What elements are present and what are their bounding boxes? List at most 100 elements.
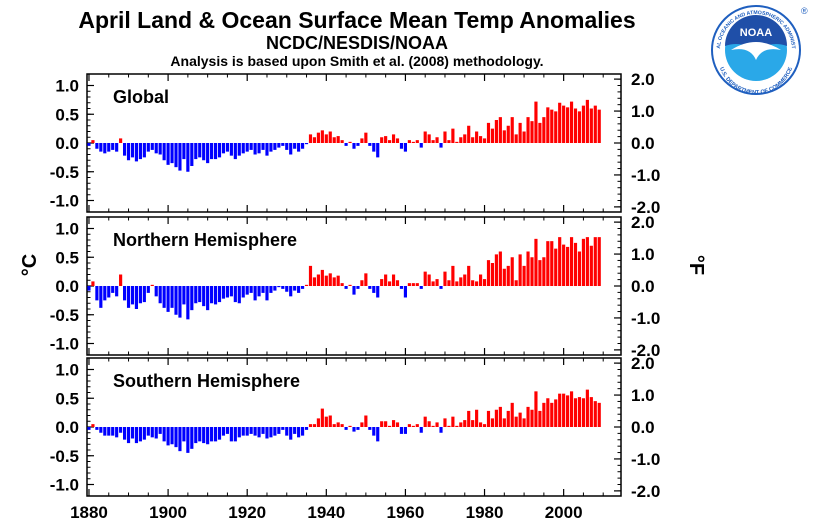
bar-2002 [569,237,574,287]
x-tick-label: 1900 [149,503,187,522]
bar-1971 [447,425,451,427]
chart-title: April Land & Ocean Surface Mean Temp Ano… [78,7,635,33]
bar-1996 [546,241,550,286]
bar-1933 [297,427,301,438]
bar-1984 [498,251,502,286]
bar-1961 [407,424,411,428]
bar-1978 [475,409,479,427]
bar-1899 [162,427,166,442]
bar-1980 [482,279,487,286]
bar-1946 [348,425,352,427]
bar-1923 [257,286,261,297]
bar-1882 [95,143,99,149]
bar-1957 [391,420,396,427]
bar-1894 [142,286,146,303]
bar-1899 [162,286,166,308]
bar-1950 [364,415,368,427]
chart-subtitle: NCDC/NESDIS/NOAA [266,33,448,53]
y-tick-label-celsius: 1.0 [55,361,79,380]
bar-1964 [419,143,423,148]
bar-1993 [534,391,538,427]
bar-1909 [202,427,206,444]
bar-1954 [380,137,384,143]
bar-1958 [395,422,400,427]
bar-2007 [589,108,593,143]
bar-1931 [289,427,293,440]
bar-1982 [490,418,495,428]
bar-1898 [158,427,162,434]
bar-1952 [372,286,376,293]
bar-1969 [439,286,443,289]
bar-1934 [301,427,305,436]
bar-1891 [130,427,135,439]
bar-1914 [221,286,226,299]
bar-1971 [447,280,451,286]
bar-1918 [237,427,241,438]
bar-1925 [265,286,269,301]
bar-1880 [87,427,91,430]
bar-1919 [241,143,245,154]
bar-1989 [518,122,522,143]
bar-1983 [494,254,498,287]
bar-1911 [210,286,214,304]
bar-1975 [463,420,467,427]
bar-1915 [225,143,229,152]
bar-1912 [213,427,218,442]
bar-1976 [467,125,471,143]
bar-1937 [312,424,317,428]
bar-1906 [190,427,194,449]
y-tick-label-fahrenheit: 0.0 [631,418,655,437]
y-tick-label-fahrenheit: 1.0 [631,245,655,264]
bar-1887 [115,427,119,438]
bar-1961 [407,140,411,144]
bar-1897 [154,427,158,439]
bar-1944 [340,283,344,287]
y-tick-label-fahrenheit: 1.0 [631,386,655,405]
bar-1965 [423,131,427,143]
bar-1882 [95,286,99,301]
bar-1899 [162,143,166,161]
x-tick-label: 2000 [545,503,583,522]
y-tick-label-celsius: 0.5 [55,105,79,124]
bar-1939 [320,130,324,143]
bar-2001 [566,107,570,143]
bar-1980 [482,424,487,428]
bar-1928 [277,427,281,434]
bar-1967 [431,425,435,427]
bar-1961 [407,283,411,287]
bar-1896 [150,284,154,286]
bar-1942 [332,277,336,287]
bar-1890 [126,286,131,308]
bar-1941 [328,273,332,286]
bar-1930 [285,143,289,150]
bar-1901 [170,427,174,445]
bar-1978 [475,131,479,143]
y-tick-label-fahrenheit: 1.0 [631,102,655,121]
bar-1990 [522,131,526,143]
bar-1906 [190,286,194,311]
x-tick-label: 1880 [70,503,108,522]
bar-1947 [352,286,356,295]
bar-1921 [249,427,253,434]
bar-1905 [186,286,190,320]
bar-1987 [510,402,514,427]
bar-1960 [403,427,407,434]
bar-2001 [566,246,570,286]
bar-1946 [348,141,352,143]
bar-1925 [265,143,269,156]
bar-1889 [123,143,127,156]
bar-1892 [134,143,139,162]
bar-1938 [316,418,320,428]
bar-1994 [538,122,542,143]
bar-1905 [186,143,190,172]
bar-1913 [217,427,222,440]
bar-1988 [514,280,518,286]
bar-1976 [467,410,471,427]
bar-1953 [376,427,380,442]
bar-2008 [593,237,597,287]
bar-1958 [395,280,400,286]
bar-1948 [356,143,360,146]
bar-1963 [415,424,419,428]
bar-1910 [206,286,210,311]
